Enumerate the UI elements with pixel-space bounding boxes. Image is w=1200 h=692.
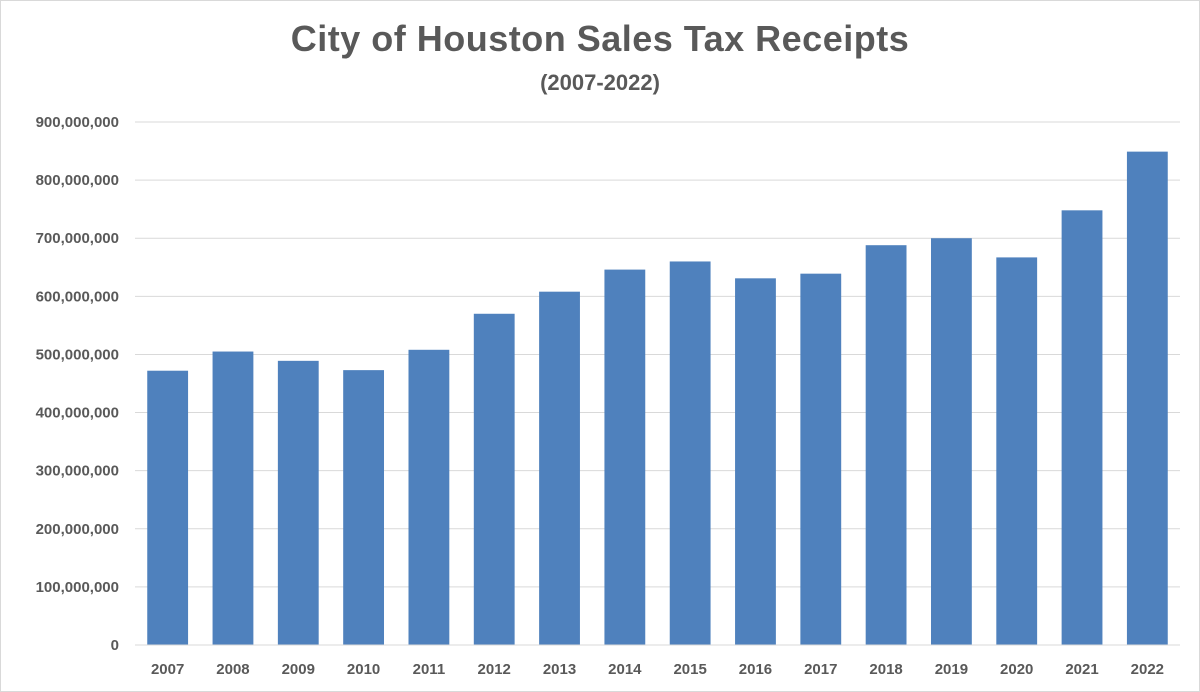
- bar-2016: [735, 278, 776, 645]
- x-tick-label: 2020: [1000, 661, 1033, 678]
- y-tick-label: 400,000,000: [36, 405, 119, 422]
- y-tick-label: 700,000,000: [36, 230, 119, 247]
- x-axis-ticks: 2007 2008 2009 2010 2011 2012 2013 2014 2015 2016…: [151, 661, 1164, 678]
- y-tick-label: 300,000,000: [36, 463, 119, 480]
- y-tick-label: 600,000,000: [36, 288, 119, 305]
- bar-2017: [800, 273, 842, 645]
- y-tick-label: 100,000,000: [36, 579, 119, 596]
- x-tick-label: 2021: [1065, 661, 1098, 678]
- x-tick-label: 2022: [1131, 661, 1164, 678]
- bar-2022: [1126, 151, 1168, 646]
- bar-2009: [277, 360, 319, 645]
- bar-2011: [408, 349, 450, 645]
- bar-2012: [473, 313, 515, 645]
- y-tick-label: 200,000,000: [36, 521, 119, 538]
- x-tick-label: 2017: [804, 661, 837, 678]
- bar-2007: [147, 370, 189, 645]
- bar-2021: [1061, 210, 1103, 645]
- bars: [147, 151, 1168, 646]
- x-tick-label: 2013: [543, 661, 576, 678]
- x-tick-label: 2011: [413, 661, 446, 678]
- x-tick-label: 2008: [216, 661, 249, 678]
- bar-2014: [604, 269, 646, 645]
- y-axis-ticks: 0 100,000,000 200,000,000 300,000,000 400,00…: [36, 114, 119, 654]
- x-tick-label: 2019: [935, 661, 968, 678]
- bar-2019: [930, 238, 972, 645]
- bar-2015: [669, 261, 711, 645]
- bar-2020: [996, 257, 1038, 645]
- y-tick-label: 500,000,000: [36, 346, 119, 363]
- bar-2013: [539, 291, 580, 645]
- y-tick-label: 0: [111, 637, 119, 654]
- chart-subtitle: (2007-2022): [540, 70, 660, 95]
- chart-title: City of Houston Sales Tax Receipts: [290, 18, 910, 59]
- y-tick-label: 900,000,000: [36, 114, 119, 131]
- x-tick-label: 2015: [673, 661, 706, 678]
- x-tick-label: 2016: [739, 661, 772, 678]
- y-tick-label: 800,000,000: [36, 172, 119, 189]
- x-tick-label: 2018: [869, 661, 902, 678]
- bar-2018: [865, 245, 907, 645]
- x-tick-label: 2012: [478, 661, 511, 678]
- x-tick-label: 2007: [151, 661, 184, 678]
- x-tick-label: 2010: [347, 661, 380, 678]
- bar-2010: [343, 370, 385, 645]
- bar-2008: [212, 351, 254, 645]
- x-tick-label: 2014: [608, 661, 642, 678]
- x-tick-label: 2009: [282, 661, 315, 678]
